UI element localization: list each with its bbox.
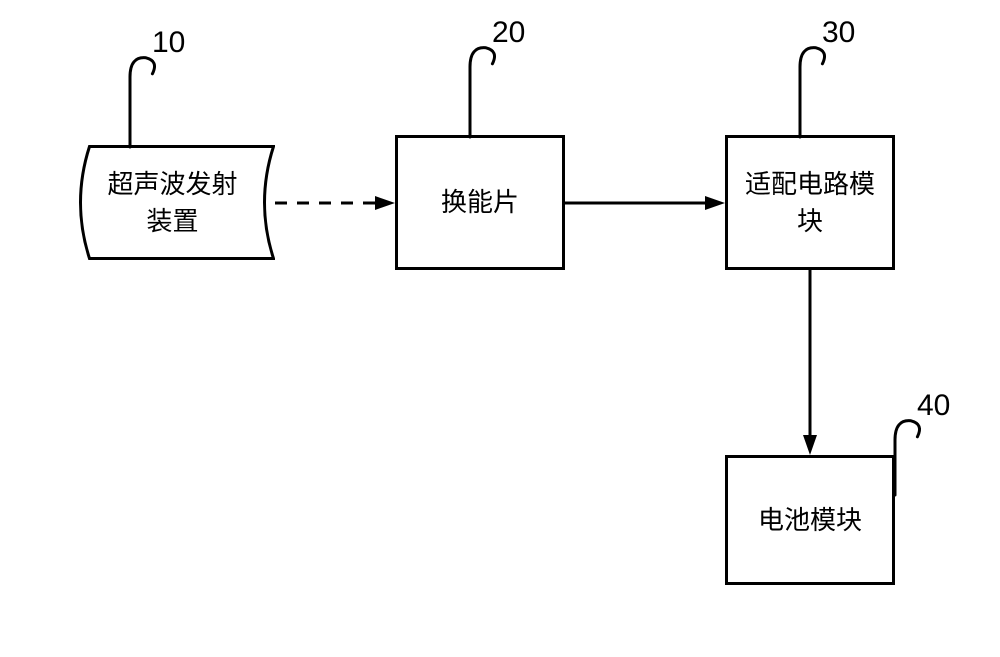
- node-number: 30: [822, 16, 855, 50]
- node-number: 10: [152, 26, 185, 60]
- node-number: 40: [917, 389, 950, 423]
- node-emitter: 超声波发射 装置: [70, 145, 275, 260]
- arrow: [790, 270, 830, 455]
- node-label: 超声波发射 装置: [97, 166, 247, 239]
- arrow: [275, 183, 395, 223]
- node-label: 换能片: [431, 184, 529, 220]
- node-adapter: 适配电路模 块: [725, 135, 895, 270]
- node-label: 适配电路模 块: [735, 166, 885, 239]
- node-label: 电池模块: [748, 502, 872, 538]
- arrow: [565, 183, 725, 223]
- node-battery: 电池模块: [725, 455, 895, 585]
- node-transducer: 换能片: [395, 135, 565, 270]
- diagram-stage: 超声波发射 装置 换能片 适配电路模 块电池模块 10 20 30 40: [0, 0, 1000, 657]
- node-number: 20: [492, 16, 525, 50]
